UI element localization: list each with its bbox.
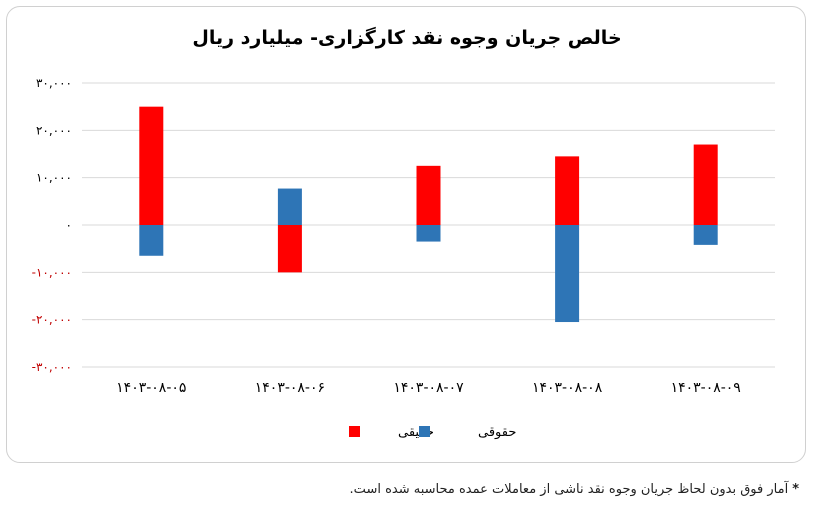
y-tick-label: ۲۰,۰۰۰ xyxy=(36,123,72,137)
footnote-marker: * xyxy=(792,482,799,497)
bar-hoghooghi xyxy=(139,225,164,256)
legend-swatch xyxy=(349,426,360,437)
net-cash-flow-chart: خالص جریان وجوه نقد کارگزاری- میلیارد ری… xyxy=(32,26,775,440)
x-axis-ticks: ۱۴۰۳-۰۸-۰۵ ۱۴۰۳-۰۸-۰۶ ۱۴۰۳-۰۸-۰۷ ۱۴۰۳-۰۸-۰۸… xyxy=(116,380,741,396)
bar-haghighi xyxy=(416,165,441,225)
bar-haghighi xyxy=(693,144,718,225)
bar-haghighi xyxy=(555,156,580,225)
gridlines xyxy=(82,82,775,368)
bar-hoghooghi xyxy=(555,225,580,323)
bar-hoghooghi xyxy=(277,188,302,225)
y-tick-label: ۳۰,۰۰۰ xyxy=(36,76,72,90)
x-tick-label: ۱۴۰۳-۰۸-۰۸ xyxy=(532,380,603,396)
bars xyxy=(139,106,718,323)
bar-hoghooghi xyxy=(416,225,441,242)
footnote-text: آمار فوق بدون لحاظ جریان وجوه نقد ناشی ا… xyxy=(349,482,789,497)
y-tick-label: -۲۰,۰۰۰ xyxy=(32,313,72,327)
bar-hoghooghi xyxy=(693,225,718,245)
x-tick-label: ۱۴۰۳-۰۸-۰۶ xyxy=(255,380,325,396)
bar-haghighi xyxy=(277,225,302,273)
bar-haghighi xyxy=(139,106,164,225)
y-tick-label: ۱۰,۰۰۰ xyxy=(36,171,72,185)
legend-label: حقوقی xyxy=(478,425,516,440)
legend: حقیقی حقوقی xyxy=(349,425,516,440)
y-tick-label: -۳۰,۰۰۰ xyxy=(32,360,72,374)
x-tick-label: ۱۴۰۳-۰۸-۰۵ xyxy=(116,380,186,396)
legend-swatch xyxy=(419,426,430,437)
footnote: *آمار فوق بدون لحاظ جریان وجوه نقد ناشی … xyxy=(350,482,799,497)
chart-title: خالص جریان وجوه نقد کارگزاری- میلیارد ری… xyxy=(192,26,621,49)
y-tick-label: -۱۰,۰۰۰ xyxy=(32,265,72,279)
y-axis-ticks: ۳۰,۰۰۰ ۲۰,۰۰۰ ۱۰,۰۰۰ ۰ -۱۰,۰۰۰ -۲۰,۰۰۰ -۳۰,۰۰۰ xyxy=(32,76,72,374)
y-tick-label: ۰ xyxy=(66,218,72,232)
x-tick-label: ۱۴۰۳-۰۸-۰۹ xyxy=(671,380,741,396)
x-tick-label: ۱۴۰۳-۰۸-۰۷ xyxy=(393,380,464,396)
